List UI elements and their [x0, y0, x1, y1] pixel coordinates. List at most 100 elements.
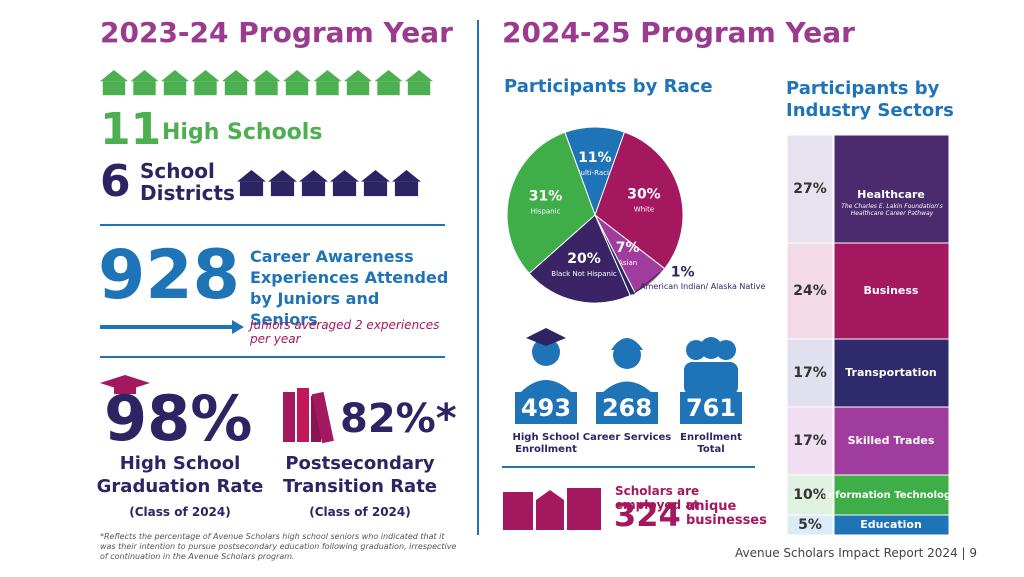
school-icon [194, 81, 217, 96]
school-icon [100, 70, 128, 82]
employment-tail: unique businesses [686, 499, 767, 528]
pie-value-label: 30% [627, 187, 661, 203]
enrollment-box [680, 392, 742, 424]
enrollment-box [515, 392, 577, 424]
sector-bar [833, 242, 950, 340]
pie-value-label: 1% [671, 264, 695, 280]
graduation-label: High School Graduation Rate [96, 453, 264, 497]
career-label: Career Awareness Experiences Attended by… [250, 247, 449, 329]
enrollment-label: Enrollment Total [680, 432, 742, 455]
sector-band [786, 514, 834, 536]
right-title: 2024-25 Program Year [502, 16, 855, 49]
school-icon [377, 81, 400, 96]
school-icon [133, 81, 156, 96]
school-icon [224, 81, 248, 96]
pie-category-label: White [634, 206, 654, 214]
school-icon [239, 181, 264, 197]
sector-label: Business [864, 284, 919, 297]
leader-line [632, 272, 661, 295]
school-icon [161, 70, 189, 82]
sector-note: The Charles E. Lakin Foundation's Health… [841, 203, 943, 217]
school-icon [346, 81, 370, 96]
school-icon [313, 70, 342, 82]
high-schools-number: 11 [100, 104, 162, 155]
graduation-class: (Class of 2024) [129, 505, 231, 519]
sector-band [786, 474, 834, 516]
districts-label: School Districts [140, 159, 235, 205]
sector-value-label: 10% [793, 487, 827, 503]
enrollment-value: 268 [602, 394, 652, 422]
enrollment-box [596, 392, 658, 424]
enrollment-label: Career Services [582, 432, 672, 443]
employment-number: 324 [614, 496, 681, 534]
sector-value-label: 27% [793, 181, 827, 197]
sector-value-label: 17% [793, 365, 827, 381]
pie-slice [528, 214, 631, 304]
left-title: 2023-24 Program Year [100, 16, 453, 49]
school-icon [102, 81, 126, 96]
school-icon [332, 181, 357, 197]
school-icon [283, 70, 311, 82]
pie-slice [594, 131, 684, 270]
sector-band [786, 242, 834, 340]
school-icon [344, 70, 372, 82]
school-icon [252, 70, 281, 82]
school-icon [374, 70, 403, 82]
career-note: Juniors averaged 2 experiences per year [250, 318, 440, 346]
school-icon [191, 70, 220, 82]
sector-label: Transportation [845, 366, 936, 379]
transition-class: (Class of 2024) [309, 505, 411, 519]
career-number: 928 [98, 236, 240, 315]
pie-slice [506, 131, 596, 275]
school-icon [363, 181, 388, 197]
cap-icon [100, 375, 150, 394]
pie-value-label: 7% [616, 240, 640, 256]
people-icons [518, 328, 738, 395]
school-icon [392, 170, 421, 182]
transition-label: Postsecondary Transition Rate [282, 453, 438, 497]
sector-value-label: 5% [798, 517, 822, 533]
pie-category-label: Black Not Hispanic [551, 270, 617, 278]
books-icon [283, 388, 334, 444]
school-icon [268, 170, 297, 182]
pie-value-label: 31% [529, 188, 563, 204]
sector-band [786, 338, 834, 408]
sector-title: Participants by Industry Sectors [786, 78, 954, 121]
sector-value-label: 17% [793, 433, 827, 449]
school-icon [301, 181, 326, 197]
school-icon [407, 81, 431, 96]
school-icon [316, 81, 339, 96]
enrollment-value: 761 [686, 394, 736, 422]
sector-bar [833, 338, 950, 408]
pie-value-label: 11% [578, 150, 612, 166]
employment-lead: Scholars are employed at [615, 484, 700, 512]
school-icon [270, 181, 295, 197]
school-icon [299, 170, 328, 182]
footer: Avenue Scholars Impact Report 2024 | 9 [735, 546, 978, 560]
school-icon [285, 81, 309, 96]
high-schools-label: High Schools [162, 120, 323, 145]
graduation-value: 98% [104, 382, 253, 455]
sector-band [786, 134, 834, 244]
enrollment-value: 493 [521, 394, 571, 422]
arrow-head [232, 320, 244, 334]
school-icon [163, 81, 187, 96]
pie-category-label: Hispanic [531, 207, 561, 215]
sector-label: Skilled Trades [848, 434, 935, 447]
sector-band [786, 406, 834, 476]
school-icon [255, 81, 278, 96]
enrollment-label: High School Enrollment [512, 432, 580, 455]
pie-category-label: American Indian/ Alaska Native [640, 282, 765, 291]
school-icon [330, 170, 359, 182]
sector-label: Education [860, 518, 922, 531]
school-icon [130, 70, 159, 82]
buildings-icon [503, 488, 601, 530]
sector-value-label: 24% [793, 283, 827, 299]
school-icon [222, 70, 250, 82]
school-icon [237, 170, 266, 182]
transition-value: 82%* [340, 396, 457, 442]
districts-number: 6 [100, 156, 131, 207]
pie-value-label: 20% [567, 251, 601, 267]
